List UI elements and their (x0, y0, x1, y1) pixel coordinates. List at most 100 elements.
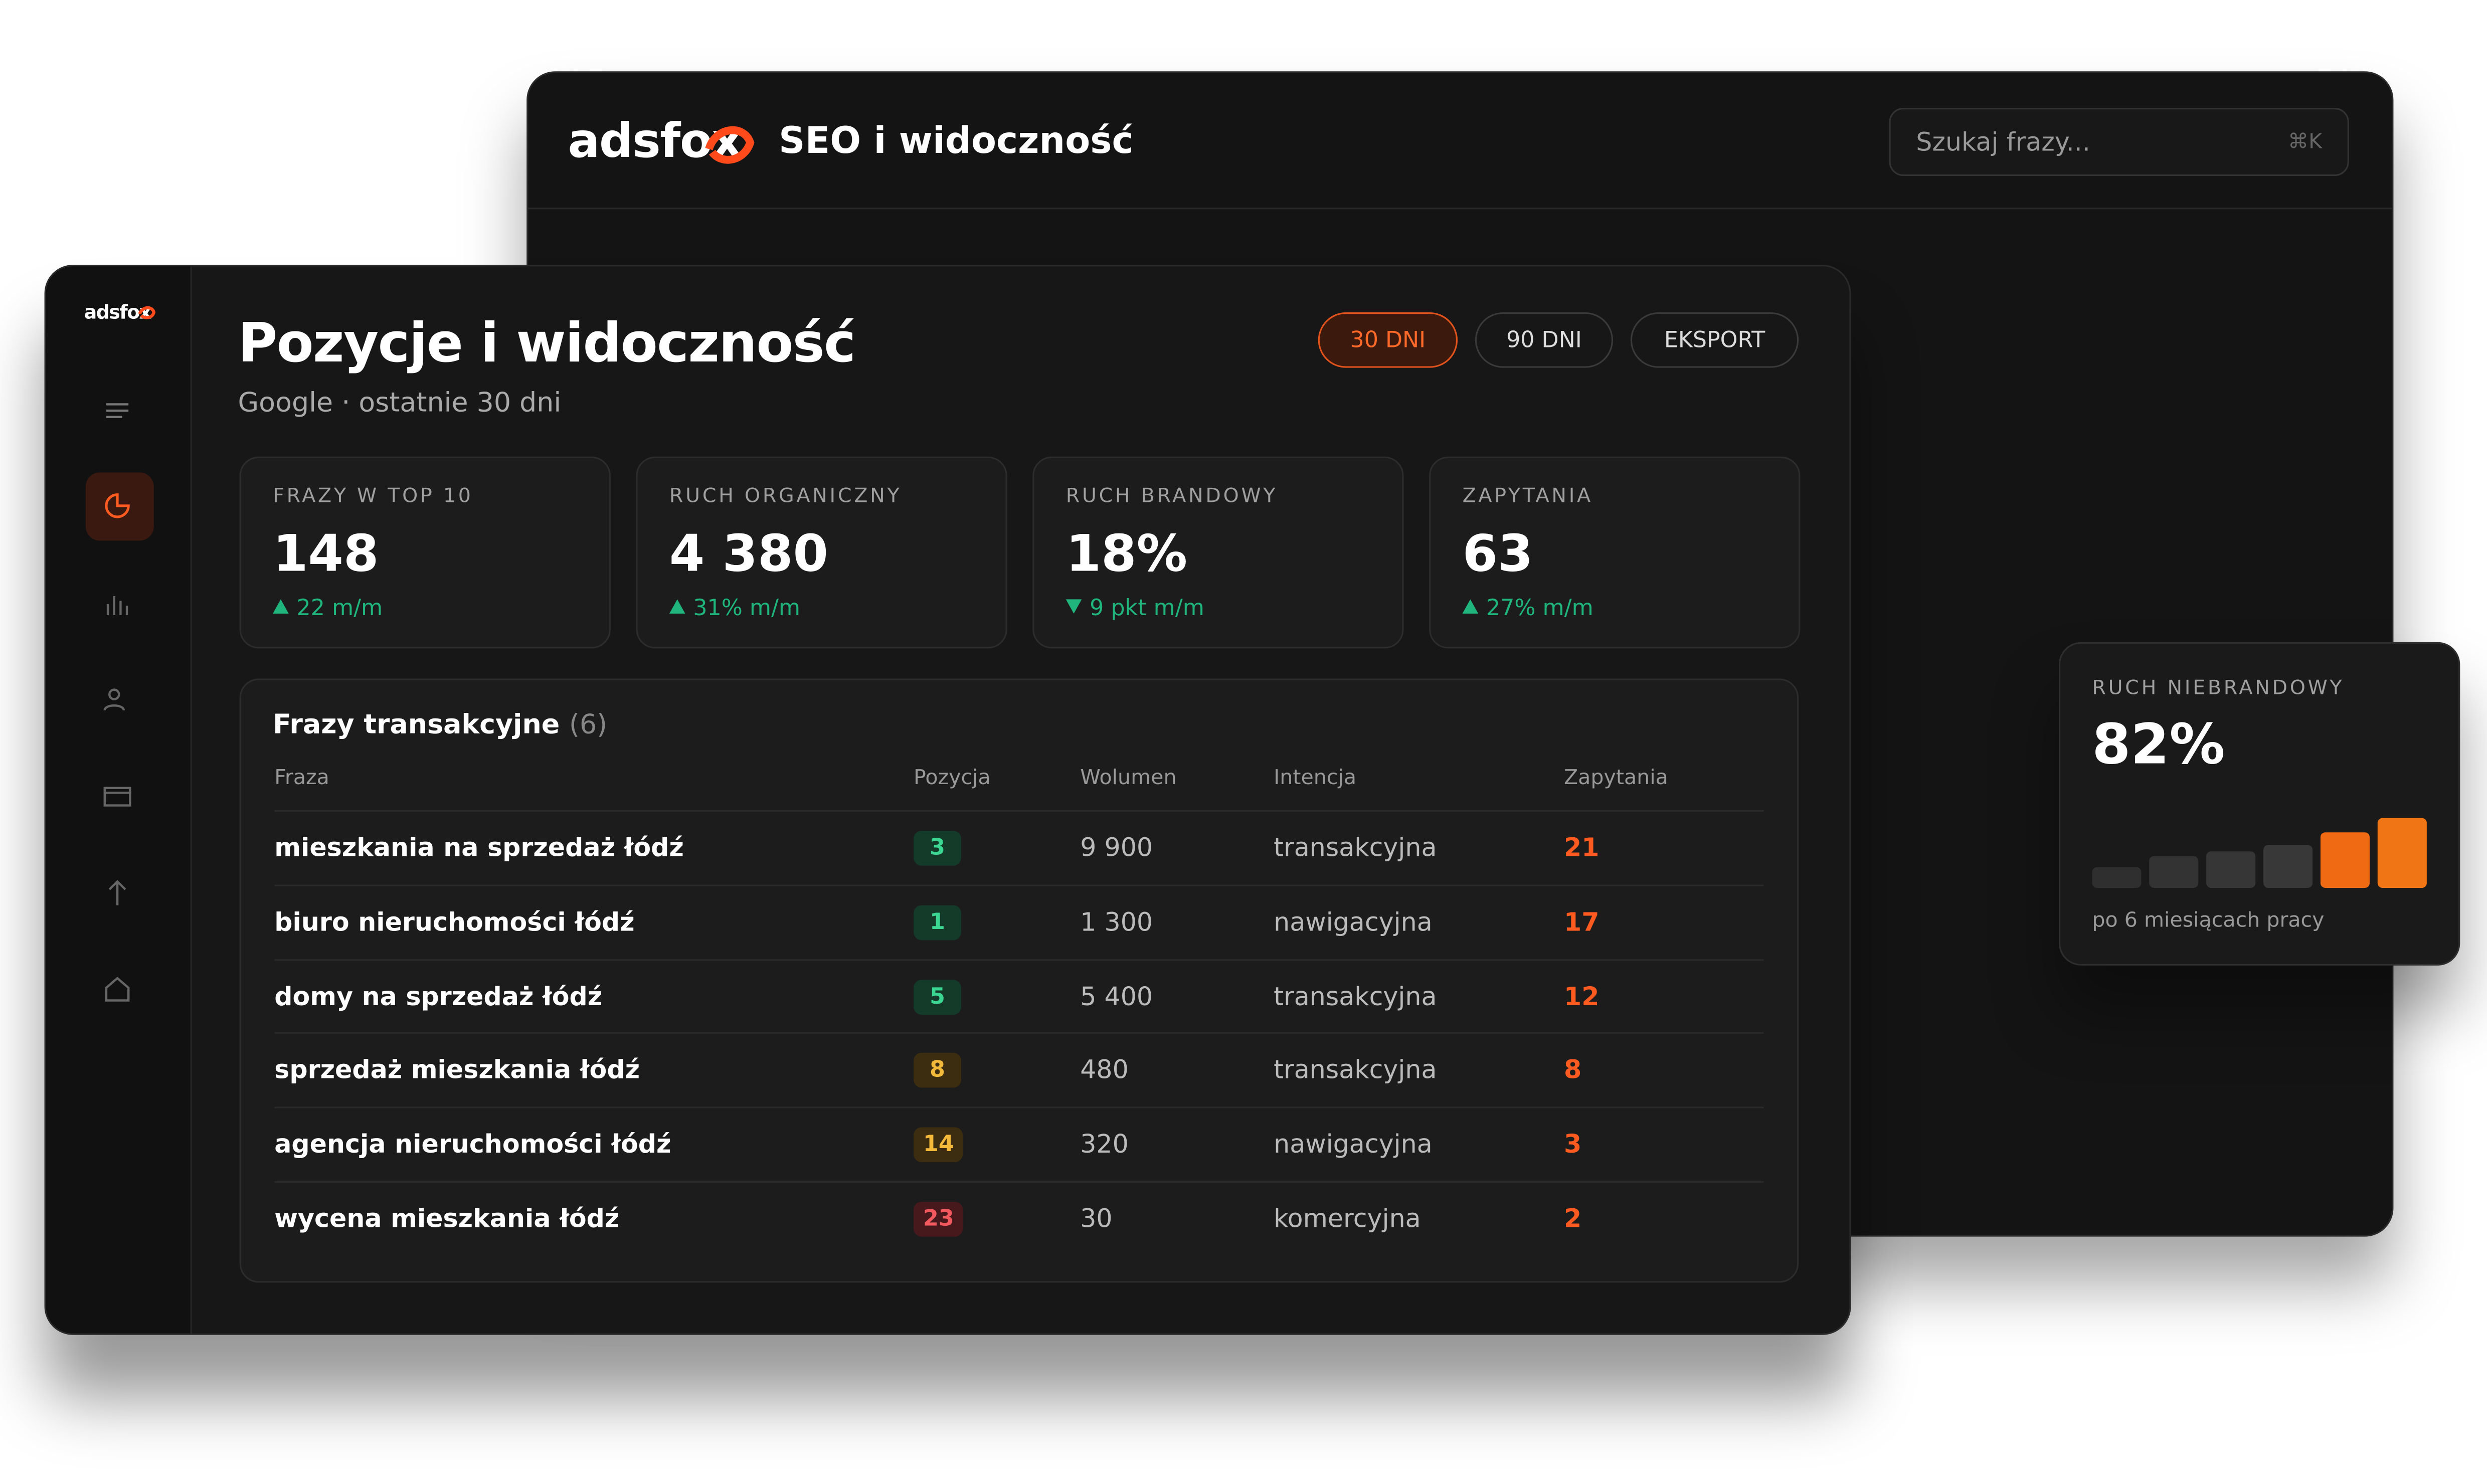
kpi-card: RUCH ORGANICZNY 4 380 31% m/m (636, 456, 1007, 649)
bar (2320, 832, 2370, 888)
side-card-value: 82% (2092, 714, 2225, 778)
kpi-value: 63 (1462, 523, 1533, 584)
row-divider (274, 1032, 1764, 1035)
volume: 480 (1080, 1055, 1129, 1085)
column-header: Intencja (1274, 767, 1357, 791)
table-title: Frazy transakcyjne (6) (273, 712, 607, 739)
column-header: Pozycja (914, 767, 991, 791)
table-card: Frazy transakcyjne (6) Fraza Pozycja Wolum… (239, 678, 1799, 1283)
kpi-label: RUCH ORGANICZNY (669, 483, 902, 507)
volume: 9 900 (1080, 832, 1153, 863)
trend-arrow (273, 599, 289, 614)
kpi-delta-text: 31% m/m (693, 596, 801, 622)
kpi-delta: 9 pkt m/m (1065, 598, 1204, 620)
filter-button[interactable]: 90 DNI (1475, 312, 1614, 368)
home-icon[interactable] (103, 975, 132, 1004)
side-card: RUCH NIEBRANDOWY 82% po 6 miesiącach pra… (2058, 642, 2460, 966)
row-divider (274, 884, 1764, 886)
page-subtitle: Google · ostatnie 30 dni (238, 388, 562, 420)
chart-pie-icon[interactable] (103, 491, 132, 520)
position-badge: 14 (914, 1128, 964, 1163)
table-count: (6) (569, 709, 608, 741)
kpi-card: FRAZY W TOP 10 148 22 m/m (239, 456, 611, 649)
column-header: Zapytania (1564, 767, 1668, 791)
intent: nawigacyjna (1274, 906, 1433, 937)
kpi-label: FRAZY W TOP 10 (273, 483, 473, 507)
intent: transakcyjna (1274, 1055, 1437, 1085)
queries: 8 (1564, 1055, 1582, 1085)
bars-icon[interactable] (103, 590, 132, 618)
kpi-delta: 22 m/m (273, 598, 383, 620)
row-divider (274, 958, 1764, 961)
bar (2263, 845, 2313, 888)
phrase: agencja nieruchomości łódź (274, 1129, 671, 1160)
queries: 21 (1564, 832, 1600, 863)
kpi-delta: 31% m/m (669, 598, 800, 620)
bar (2149, 856, 2199, 888)
volume: 320 (1080, 1129, 1129, 1160)
side-card-label: RUCH NIEBRANDOWY (2092, 675, 2345, 699)
divider (528, 208, 2392, 210)
kpi-label: ZAPYTANIA (1462, 483, 1593, 507)
column-header: Fraza (274, 767, 329, 791)
page-title: Pozycje i widoczność (238, 312, 855, 376)
filter-button[interactable]: 30 DNI (1318, 312, 1458, 368)
kpi-value: 18% (1065, 523, 1188, 584)
queries: 3 (1564, 1129, 1582, 1160)
position-badge: 1 (914, 905, 961, 940)
volume: 30 (1080, 1203, 1113, 1234)
arrow-up-icon[interactable] (103, 878, 132, 907)
queries: 12 (1564, 981, 1600, 1011)
kpi-value: 148 (273, 523, 379, 584)
kpi-value: 4 380 (669, 523, 828, 584)
intent: transakcyjna (1274, 981, 1437, 1011)
row-divider (274, 810, 1764, 812)
search-box[interactable]: Szukaj frazy... ⌘K (1889, 108, 2349, 176)
bar (2377, 818, 2427, 888)
table-title-text: Frazy transakcyjne (273, 709, 560, 741)
window-icon[interactable] (103, 782, 132, 810)
column-header: Wolumen (1080, 767, 1177, 791)
position-badge: 3 (914, 831, 961, 866)
logo-mark (138, 306, 156, 319)
kpi-card: RUCH BRANDOWY 18% 9 pkt m/m (1032, 456, 1404, 649)
kpi-card: ZAPYTANIA 63 27% m/m (1429, 456, 1801, 649)
position-badge: 8 (914, 1053, 961, 1088)
phrase: sprzedaż mieszkania łódź (274, 1055, 640, 1085)
position-badge: 5 (914, 979, 961, 1014)
phrase: mieszkania na sprzedaż łódź (274, 832, 684, 863)
kpi-label: RUCH BRANDOWY (1065, 483, 1278, 507)
volume: 1 300 (1080, 906, 1153, 937)
position-badge: 23 (914, 1202, 964, 1237)
intent: transakcyjna (1274, 832, 1437, 863)
row-divider (274, 1181, 1764, 1183)
bar (2206, 851, 2256, 888)
sidebar: adsfox (46, 266, 192, 1334)
queries: 2 (1564, 1203, 1582, 1234)
filter-button[interactable]: EKSPORT (1630, 312, 1799, 368)
bar (2092, 867, 2142, 888)
intent: nawigacyjna (1274, 1129, 1433, 1160)
search-placeholder: Szukaj frazy... (1916, 126, 2090, 157)
side-card-caption: po 6 miesiącach pracy (2092, 909, 2325, 934)
logo-mark (705, 126, 755, 164)
kpi-delta-text: 22 m/m (296, 596, 383, 622)
queries: 17 (1564, 906, 1600, 937)
search-shortcut: ⌘K (2287, 130, 2323, 155)
row-divider (274, 1106, 1764, 1109)
trend-arrow (1462, 599, 1479, 614)
kpi-delta: 27% m/m (1462, 596, 1593, 622)
trend-arrow (1065, 599, 1082, 614)
intent: komercyjna (1274, 1203, 1421, 1234)
phrase: wycena mieszkania łódź (274, 1203, 620, 1234)
menu-icon[interactable] (103, 397, 132, 425)
window-title: SEO i widoczność (779, 121, 1134, 163)
trend-arrow (669, 599, 685, 614)
user-icon[interactable] (100, 685, 128, 713)
phrase: domy na sprzedaż łódź (274, 981, 603, 1011)
volume: 5 400 (1080, 981, 1153, 1011)
kpi-delta-text: 27% m/m (1486, 596, 1593, 622)
